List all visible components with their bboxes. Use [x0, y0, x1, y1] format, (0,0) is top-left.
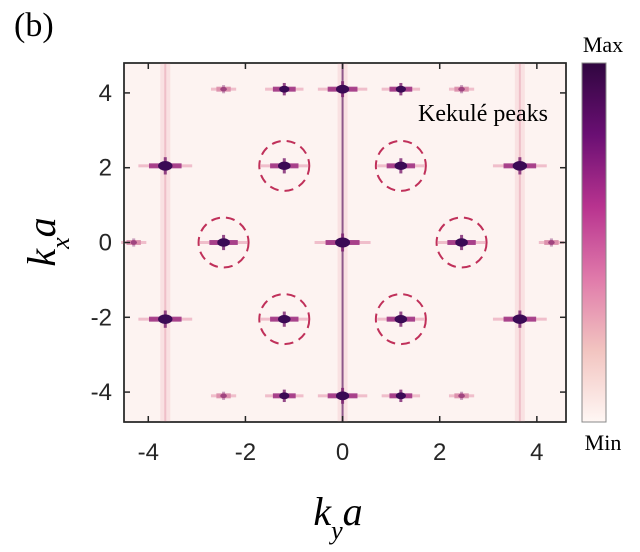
peak-core	[395, 85, 406, 93]
x-tick-label: -4	[138, 439, 159, 466]
x-axis-label-k: k	[313, 489, 332, 534]
peak	[448, 391, 475, 400]
peak-core	[277, 314, 291, 324]
y-axis-label-sub: x	[46, 237, 75, 250]
x-axis-label-a: a	[343, 489, 363, 534]
y-axis-ticks: -4 -2 0 2 4	[91, 80, 566, 406]
peak	[138, 157, 193, 175]
peak-core	[220, 393, 227, 399]
peak	[265, 389, 304, 403]
kekule-circle	[197, 216, 250, 269]
x-axis-ticks: -4 -2 0 2 4	[138, 63, 544, 466]
peak-core	[158, 161, 173, 171]
peak	[381, 389, 421, 403]
y-tick-label: -2	[91, 304, 112, 331]
kekule-circle	[258, 293, 311, 346]
peak	[377, 311, 425, 327]
peak	[538, 238, 565, 247]
y-axis-label-k: k	[19, 248, 64, 267]
peak-core	[458, 393, 465, 399]
peak	[492, 157, 547, 175]
peak	[121, 238, 147, 247]
peak-core	[158, 314, 173, 324]
y-axis-label: kxa	[19, 217, 75, 266]
y-tick-label: 0	[99, 230, 112, 257]
peak-core	[335, 84, 350, 94]
kekule-circle	[435, 216, 488, 269]
peak-core	[279, 392, 290, 400]
peak-core	[458, 86, 465, 92]
peak-core	[220, 86, 227, 92]
colorbar-max-label: Max	[583, 32, 623, 57]
peak	[381, 82, 421, 96]
x-axis-label-sub: y	[328, 516, 343, 545]
peak-core	[130, 240, 138, 245]
x-axis-label: kya	[313, 489, 362, 545]
x-tick-label: -2	[235, 439, 256, 466]
peak-core	[335, 391, 350, 401]
kekule-circle	[258, 139, 311, 192]
peak-core	[277, 161, 291, 171]
peak	[448, 85, 475, 94]
x-tick-label: 2	[433, 439, 446, 466]
annotation-kekule-peaks: Kekulé peaks	[418, 101, 548, 127]
kekule-circle	[374, 139, 427, 192]
kekule-circles	[197, 139, 488, 346]
y-tick-label: 4	[99, 80, 112, 107]
peak	[260, 158, 308, 174]
peak	[437, 234, 486, 251]
peak-core	[394, 314, 408, 324]
colorbar-min-label: Min	[585, 430, 622, 455]
plot-area: Kekulé peaks	[121, 62, 567, 423]
peak-core	[217, 238, 230, 247]
peak	[138, 310, 193, 328]
peak	[492, 310, 547, 328]
peaks-layer	[121, 81, 565, 404]
peak-core	[335, 237, 351, 248]
peak	[260, 311, 308, 327]
y-axis-label-a: a	[19, 217, 64, 237]
peak	[210, 85, 237, 94]
colorbar	[581, 62, 607, 423]
peak	[317, 81, 368, 98]
peak	[210, 391, 237, 400]
vertical-streak-core	[518, 63, 521, 422]
y-tick-label: 2	[99, 155, 112, 182]
peak-core	[279, 85, 290, 93]
y-tick-label: -4	[91, 379, 112, 406]
x-tick-label: 4	[530, 439, 543, 466]
panel-label: (b)	[14, 7, 54, 44]
peak-core	[548, 240, 555, 245]
peak-core	[512, 314, 528, 324]
peak-core	[512, 161, 528, 171]
peak	[199, 234, 248, 251]
peak	[265, 82, 304, 96]
peak	[314, 233, 371, 252]
kekule-circle	[374, 293, 427, 346]
peak-core	[395, 392, 406, 400]
peak-core	[394, 161, 408, 171]
peak	[317, 387, 368, 404]
peak	[377, 158, 425, 174]
vertical-streak-core	[164, 63, 167, 422]
peak-core	[455, 238, 468, 247]
x-tick-label: 0	[336, 439, 349, 466]
